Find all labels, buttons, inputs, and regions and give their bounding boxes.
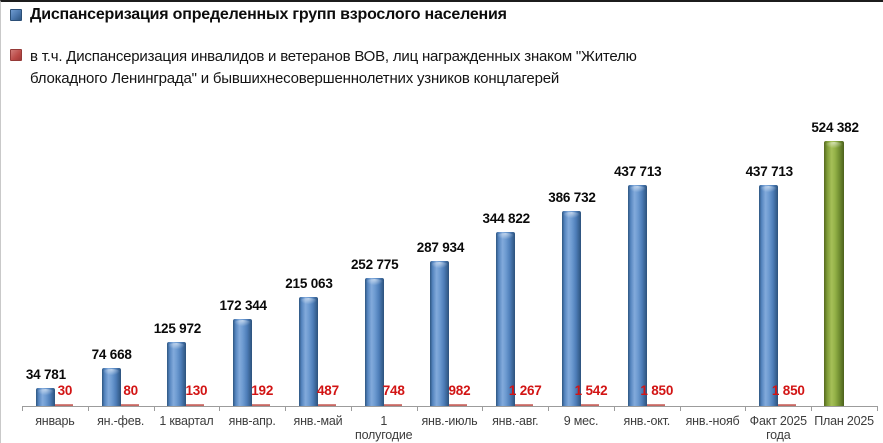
secondary-value-label: 1 542 bbox=[574, 383, 608, 398]
category-label: янв-апр. bbox=[228, 414, 276, 428]
secondary-value-label: 982 bbox=[448, 383, 471, 398]
bar-slot: 172 344 192 bbox=[219, 141, 285, 406]
secondary-value-label: 80 bbox=[123, 383, 138, 398]
category-label: янв.-нояб bbox=[685, 414, 740, 428]
x-axis-category-labels: январь ян.-фев. 1 квартал янв-апр. янв.-май 1… bbox=[22, 414, 877, 442]
main-series-bar bbox=[167, 342, 187, 406]
main-series-bar bbox=[364, 278, 384, 406]
main-series-bar bbox=[562, 210, 581, 406]
bar-slot: 215 063 487 bbox=[285, 141, 351, 406]
secondary-series-bar bbox=[54, 404, 73, 406]
secondary-value-label: 748 bbox=[382, 383, 405, 398]
bar-slot: 437 713 1 850 bbox=[614, 141, 680, 406]
legend-item-main-series: Диспансеризация определенных групп взрос… bbox=[10, 6, 507, 24]
axis-tick bbox=[811, 406, 877, 411]
bar-value-label: 386 732 bbox=[548, 189, 596, 205]
axis-tick bbox=[679, 406, 746, 411]
axis-tick bbox=[548, 406, 614, 411]
category-label: янв.-авг. bbox=[492, 414, 539, 428]
category-label: ян.-фев. bbox=[97, 414, 145, 428]
bar-slot: 252 775 748 bbox=[351, 141, 417, 406]
axis-tick bbox=[285, 406, 351, 411]
secondary-series-bar bbox=[581, 404, 599, 406]
secondary-series-bar bbox=[317, 404, 336, 406]
bar-value-label: 125 972 bbox=[153, 321, 202, 337]
secondary-value-label: 130 bbox=[185, 383, 208, 398]
secondary-value-label: 192 bbox=[251, 383, 274, 398]
plot-area: 34 781 30 74 668 80 125 972 130 172 344 192 215 … bbox=[22, 120, 877, 407]
axis-tick bbox=[745, 406, 811, 411]
bar-slot: 74 668 80 bbox=[88, 141, 154, 406]
x-axis-ticks bbox=[22, 406, 878, 411]
legend-secondary-line1: в т.ч. Диспансеризация инвалидов и ветер… bbox=[30, 48, 637, 65]
main-series-bar bbox=[496, 231, 516, 406]
category-label: 1 квартал bbox=[159, 414, 214, 428]
bar-value-label: 437 713 bbox=[614, 163, 662, 179]
bar-value-label: 344 822 bbox=[482, 210, 531, 226]
legend-secondary-line2: блокадного Ленинграда" и бывшихнесоверше… bbox=[30, 70, 560, 87]
secondary-series-bar bbox=[252, 404, 271, 406]
bar-value-label: 437 713 bbox=[745, 163, 794, 179]
bar-slot: 386 732 1 542 bbox=[548, 141, 614, 406]
bar-value-label: 172 344 bbox=[219, 297, 267, 313]
axis-tick bbox=[613, 406, 680, 411]
main-series-bar bbox=[35, 388, 55, 406]
axis-tick bbox=[482, 406, 548, 411]
bar-value-label: 215 063 bbox=[285, 276, 333, 292]
secondary-value-label: 1 267 bbox=[508, 383, 542, 398]
category-label: 1 полугодие bbox=[355, 414, 413, 442]
bar-value-label: 34 781 bbox=[25, 367, 66, 383]
axis-tick bbox=[87, 406, 154, 411]
category-label: январь bbox=[35, 414, 75, 428]
main-series-bar bbox=[627, 184, 647, 406]
plan-bar-green bbox=[824, 141, 845, 406]
secondary-value-label: 1 850 bbox=[771, 383, 805, 398]
secondary-series-bar bbox=[646, 404, 665, 406]
legend-label-main-series: Диспансеризация определенных групп взрос… bbox=[30, 6, 507, 23]
main-series-bar bbox=[298, 297, 318, 406]
axis-tick bbox=[153, 406, 220, 411]
main-series-bar bbox=[430, 260, 450, 406]
bar-value-label: 524 382 bbox=[811, 120, 859, 135]
bar-slot: 437 713 1 850 bbox=[745, 141, 811, 406]
category-label: 9 мес. bbox=[563, 414, 599, 428]
bar-slot: 125 972 130 bbox=[154, 141, 220, 406]
secondary-series-bar bbox=[120, 404, 139, 406]
bar-slot: 524 382 bbox=[811, 120, 877, 406]
bar-value-label: 287 934 bbox=[416, 239, 465, 255]
secondary-series-bar bbox=[383, 404, 402, 406]
category-label: янв.-май bbox=[293, 414, 343, 428]
red-series-marker-icon bbox=[10, 49, 22, 61]
category-label: Факт 2025 года bbox=[749, 414, 807, 442]
main-series-bar bbox=[233, 318, 253, 406]
category-label: План 2025 bbox=[814, 414, 874, 428]
bar-value-label: 252 775 bbox=[351, 257, 399, 273]
legend-label-secondary-series: в т.ч. Диспансеризация инвалидов и ветер… bbox=[30, 46, 637, 90]
secondary-value-label: 30 bbox=[57, 383, 73, 398]
bar-slot bbox=[680, 141, 746, 406]
blue-series-marker-icon bbox=[10, 9, 22, 21]
category-label: янв.-окт. bbox=[623, 414, 671, 428]
secondary-series-bar bbox=[449, 404, 468, 406]
axis-tick bbox=[219, 406, 285, 411]
category-label: янв.-июль bbox=[421, 414, 478, 428]
bar-slot: 34 781 30 bbox=[22, 141, 88, 406]
bar-value-label: 74 668 bbox=[91, 347, 132, 363]
main-series-bar bbox=[101, 368, 121, 406]
main-series-bar bbox=[759, 184, 779, 406]
secondary-series-bar bbox=[778, 404, 797, 406]
legend-item-secondary-series: в т.ч. Диспансеризация инвалидов и ветер… bbox=[10, 46, 637, 90]
secondary-value-label: 1 850 bbox=[640, 383, 674, 398]
axis-tick bbox=[22, 406, 88, 411]
secondary-series-bar bbox=[186, 404, 205, 406]
bar-slot: 344 822 1 267 bbox=[482, 141, 548, 406]
secondary-value-label: 487 bbox=[316, 383, 339, 398]
axis-tick bbox=[350, 406, 417, 411]
secondary-series-bar bbox=[515, 404, 534, 406]
axis-tick bbox=[416, 406, 483, 411]
bar-slot: 287 934 982 bbox=[417, 141, 483, 406]
